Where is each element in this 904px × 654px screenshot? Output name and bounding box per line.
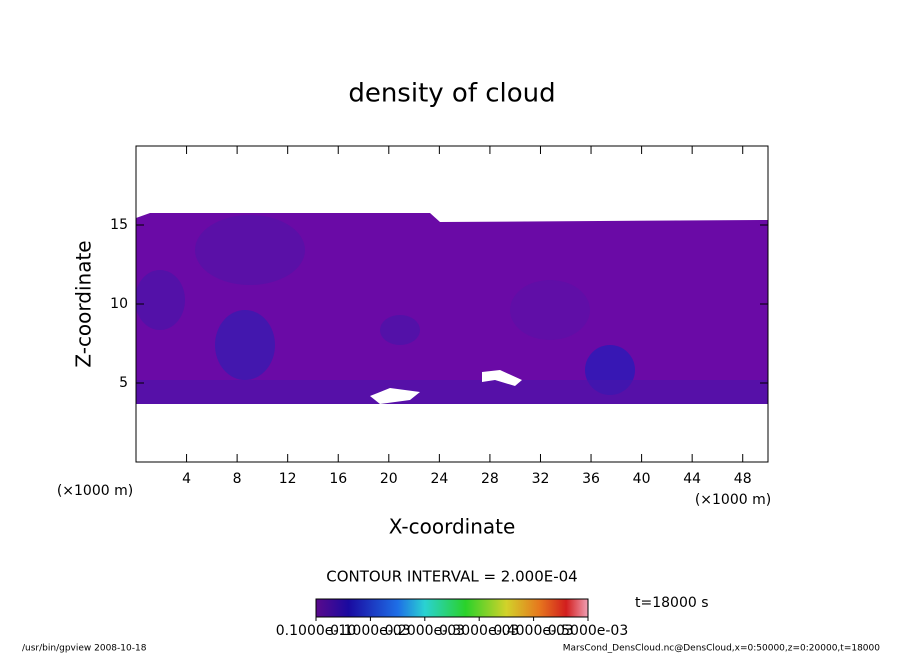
- colorbar-tick-label: 0.2000e-03: [385, 623, 465, 639]
- x-tick-label: 48: [734, 471, 752, 487]
- footer-left: /usr/bin/gpview 2008-10-18: [22, 644, 147, 654]
- x-tick-label: 36: [582, 471, 600, 487]
- colorbar-tick-label: 0.3000e-03: [439, 623, 519, 639]
- y-axis-label: Z-coordinate: [72, 240, 96, 367]
- x-tick-label: 28: [481, 471, 499, 487]
- contour-field: [136, 213, 768, 404]
- x-axis-label: X-coordinate: [389, 515, 516, 539]
- colorbar-tick-label: 0.1000e-03: [330, 623, 410, 639]
- colorbar-tick-label: 0.1000e-10: [276, 623, 356, 639]
- contour-interval: CONTOUR INTERVAL = 2.000E-04: [326, 568, 577, 586]
- x-tick-label: 20: [380, 471, 398, 487]
- y-tick-label: 5: [119, 375, 128, 391]
- x-tick-label: 8: [233, 471, 242, 487]
- y-unit: (×1000 m): [57, 483, 133, 499]
- y-tick-label: 10: [110, 296, 128, 312]
- chart-title: density of cloud: [348, 79, 555, 109]
- x-tick-label: 24: [430, 471, 448, 487]
- footer-right: MarsCond_DensCloud.nc@DensCloud,x=0:5000…: [563, 644, 880, 654]
- colorbar-tick-label: 0.5000e-03: [548, 623, 628, 639]
- colorbar: [315, 598, 589, 618]
- time-label: t=18000 s: [635, 595, 709, 611]
- x-tick-label: 40: [633, 471, 651, 487]
- y-tick-label: 15: [110, 217, 128, 233]
- x-tick-label: 32: [532, 471, 550, 487]
- x-tick-label: 12: [279, 471, 297, 487]
- x-tick-label: 16: [329, 471, 347, 487]
- plot-frame: [135, 145, 769, 463]
- x-tick-label: 44: [683, 471, 701, 487]
- colorbar-tick-label: 0.4000e-03: [493, 623, 573, 639]
- x-unit: (×1000 m): [695, 492, 771, 508]
- x-tick-label: 4: [182, 471, 191, 487]
